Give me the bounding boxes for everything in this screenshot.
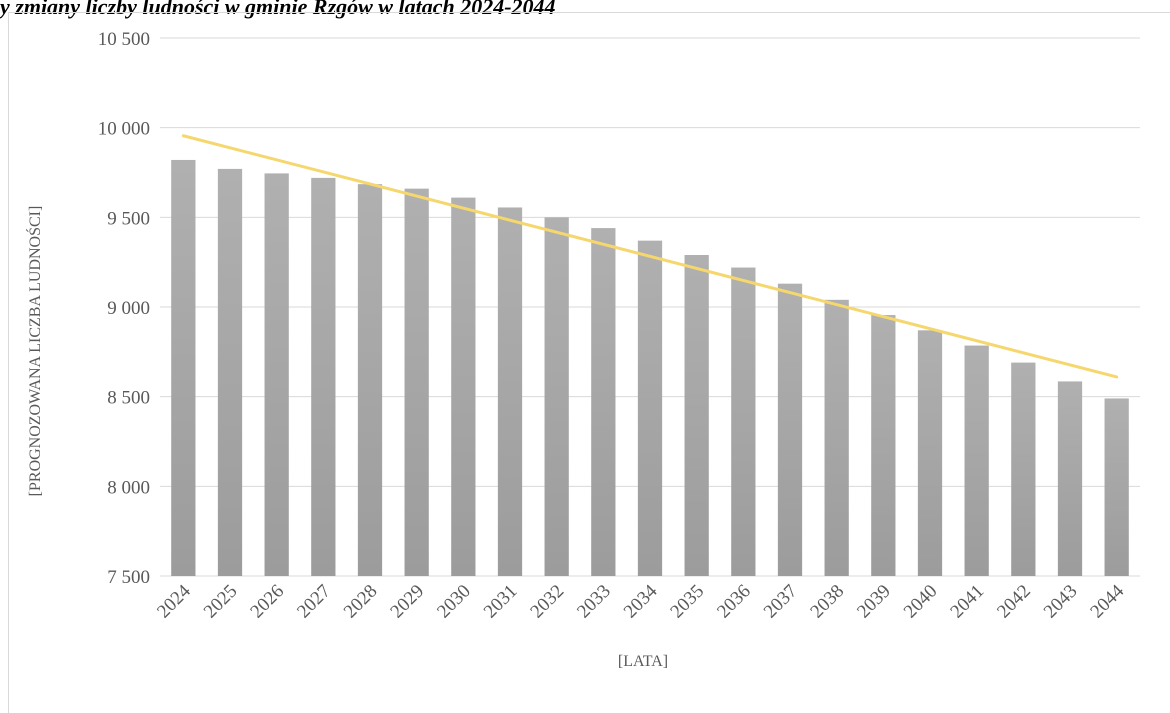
bars [171,159,1129,577]
bar-2041 [964,345,989,576]
bar-2033 [591,228,616,577]
y-tick-label: 7 500 [107,567,150,588]
y-tick-labels: 7 500 8 000 8 500 9 000 9 500 10 000 10 500 [98,29,150,588]
y-tick-label: 9 500 [107,208,150,229]
x-tick-label: 2028 [340,581,382,623]
y-tick-label: 8 000 [107,477,150,498]
bar-2029 [404,188,429,576]
x-tick-label: 2025 [200,581,242,623]
x-tick-label: 2033 [573,581,615,623]
bar-2039 [871,315,896,576]
x-tick-labels: 2024 2025 2026 2027 2028 2029 2030 2031 2032 2033… [153,580,1128,622]
x-tick-label: 2039 [853,581,895,623]
x-tick-label: 2036 [713,581,755,623]
x-axis-title: [LATA] [618,653,668,670]
x-tick-label: 2037 [760,581,802,623]
bar-2027 [311,177,336,576]
bar-2036 [731,267,756,576]
x-tick-label: 2040 [900,581,942,623]
y-tick-label: 10 000 [98,119,150,140]
x-tick-label: 2027 [293,581,335,623]
trendline [181,134,1119,379]
x-tick-label: 2041 [946,581,988,623]
bar-2031 [497,207,523,576]
x-tick-label: 2026 [246,581,288,623]
x-tick-label: 2038 [806,581,848,623]
x-tick-label: 2043 [1040,581,1082,623]
y-tick-label: 9 000 [107,298,150,319]
page-header-fragment: y zmiany liczby ludności w gminie Rzgów … [0,0,556,19]
bar-2030 [451,197,476,576]
bar-2042 [1011,362,1036,576]
bar-2040 [917,330,943,576]
bar-2038 [824,299,849,576]
x-tick-label: 2029 [386,581,428,623]
x-tick-label: 2030 [433,581,475,623]
bar-2037 [777,283,803,576]
x-tick-label: 2044 [1086,580,1128,622]
chart-frame [8,12,1170,713]
bar-2032 [544,217,569,577]
x-tick-label: 2032 [526,581,568,623]
x-tick-label: 2035 [666,581,708,623]
bar-2028 [357,184,383,576]
trendline-group [181,134,1119,379]
y-tick-label: 10 500 [98,29,150,50]
x-tick-label: 2024 [153,580,195,622]
bar-2043 [1057,381,1083,576]
bar-2024 [171,159,196,577]
bar-2034 [637,240,663,576]
x-tick-label: 2042 [993,581,1035,623]
y-tick-label: 8 500 [107,388,150,409]
bar-2026 [264,173,289,576]
x-tick-label: 2034 [620,580,662,622]
bar-2025 [217,168,243,576]
bar-2035 [684,254,709,576]
bar-2044 [1104,398,1129,576]
y-axis-title: [PROGNOZOWANA LICZBA LUDNOŚCI] [25,206,44,497]
x-tick-label: 2031 [480,581,522,623]
